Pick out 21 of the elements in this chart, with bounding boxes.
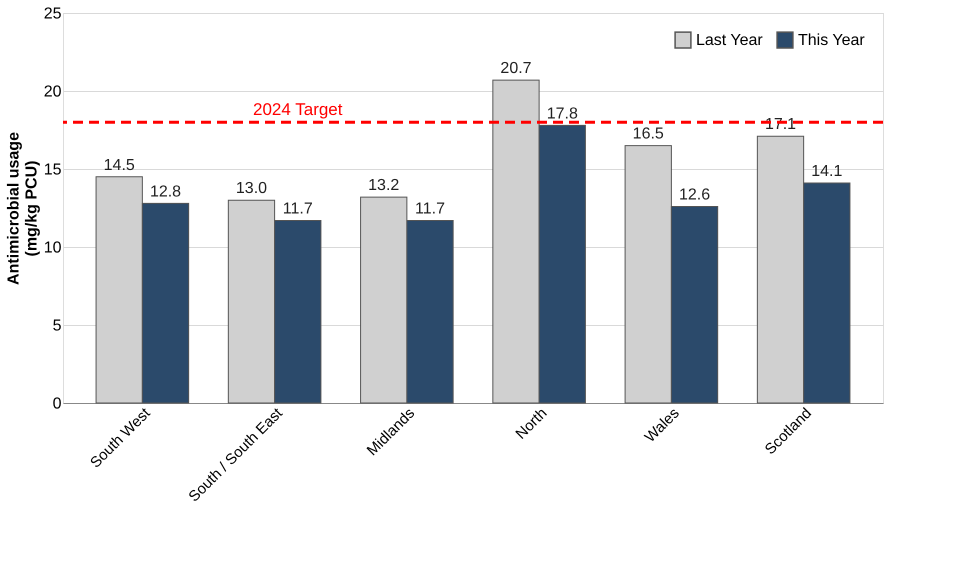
ref-line-label: 2024 Target	[253, 100, 343, 120]
data-label: 14.5	[104, 156, 135, 174]
y-axis-title: Antimicrobial usage (mg/kg PCU)	[6, 132, 41, 285]
y-tick-label: 20	[44, 84, 62, 100]
legend-label: Last Year	[696, 32, 764, 50]
data-label: 13.0	[236, 180, 268, 198]
data-label: 12.6	[678, 186, 710, 204]
y-tick-label: 10	[44, 240, 62, 256]
data-label: 12.8	[150, 183, 182, 200]
y-tick-label: 15	[44, 162, 62, 178]
y-tick-label: 0	[52, 396, 62, 412]
data-label: 17.8	[546, 105, 578, 122]
legend-label: This Year	[798, 32, 866, 50]
data-label: 16.5	[632, 126, 664, 143]
data-label: 11.7	[282, 200, 313, 218]
y-tick-label: 5	[52, 318, 62, 334]
data-label: 11.7	[415, 200, 446, 218]
y-tick-label: 25	[44, 6, 62, 22]
data-label: 14.1	[811, 163, 842, 180]
data-label: 13.2	[368, 177, 400, 194]
data-label: 20.7	[500, 60, 532, 78]
